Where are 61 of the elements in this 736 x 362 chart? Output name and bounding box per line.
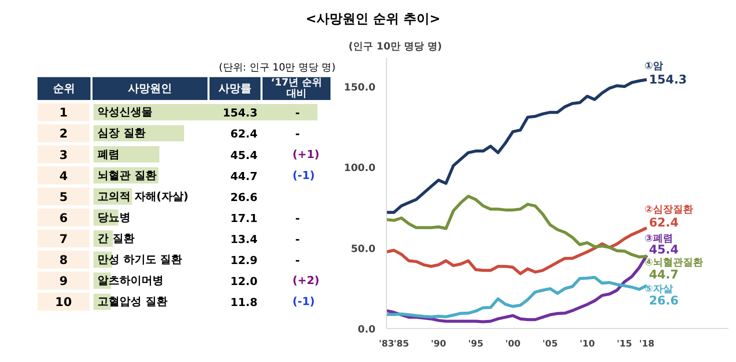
- text: 10: [55, 295, 72, 310]
- data-label: 44.7: [230, 170, 258, 183]
- text: 사망원인: [128, 82, 172, 96]
- x-tick-label: '85: [394, 340, 410, 350]
- y-tick-label: 50.0: [350, 244, 376, 255]
- series-label: ④뇌혈관질환: [644, 257, 703, 268]
- y-tick-label: 만성 하기도 질환: [98, 253, 182, 266]
- y-tick-label: 당뇨병: [98, 210, 130, 224]
- text: 4: [59, 168, 68, 183]
- data-label: 12.0: [230, 275, 258, 288]
- text: - - (+1) (-1) - - - (+2) (-1): [292, 106, 320, 308]
- text: <사망원인 순위 추이>: [306, 11, 440, 29]
- x-tick-label: '18: [639, 340, 654, 350]
- data-label: 12.9: [230, 254, 258, 268]
- data-label: 154.3: [648, 72, 687, 86]
- x-tick-label: '90: [430, 340, 446, 350]
- x-tick-label: '05: [542, 340, 558, 350]
- text: (단위: 인구 10만 명당 명): [218, 62, 336, 74]
- series-label: ⑤자살: [644, 284, 673, 296]
- text: 순위: [53, 82, 75, 96]
- series-label: ③폐렴: [644, 234, 673, 245]
- data-label: 62.4: [230, 128, 258, 141]
- y-tick-label: 뇌혈관 질환: [98, 168, 156, 182]
- text: 7: [59, 232, 68, 246]
- data-label: 62.4: [648, 216, 679, 230]
- data-label: 11.8: [230, 296, 258, 310]
- series-label: ②심장질환: [644, 204, 693, 216]
- text: 5: [59, 190, 68, 204]
- y-tick-label: 악성신생물: [98, 106, 152, 119]
- x-tick-label: '15: [616, 340, 632, 350]
- x-tick-label: '83: [378, 340, 394, 350]
- y-tick-label: 0.0: [358, 324, 376, 336]
- y-tick-label: 100.0: [344, 163, 376, 174]
- data-label: 17.1: [230, 212, 258, 225]
- y-tick-label: 심장 질환: [98, 126, 146, 140]
- text: ‘17년 순위 대비: [270, 78, 322, 100]
- y-tick-label: 알츠하이머병: [98, 274, 164, 288]
- text: 2: [59, 126, 68, 141]
- y-axis-title: (인구 10만 명당 명): [348, 42, 442, 52]
- text: 사망률: [218, 82, 252, 96]
- y-tick-label: 고혈압성 질환: [98, 295, 168, 308]
- text: 8: [59, 253, 68, 268]
- data-label: 44.7: [648, 268, 679, 282]
- y-tick-label: 간 질환: [98, 232, 134, 246]
- x-tick-label: '00: [505, 340, 521, 350]
- data-label: 45.4: [230, 148, 258, 162]
- y-tick-label: 고의적 자해(자살): [98, 190, 188, 203]
- data-label: 45.4: [648, 242, 679, 256]
- x-tick-label: '10: [580, 340, 595, 350]
- text: 1: [59, 106, 68, 120]
- text: 9: [59, 274, 68, 288]
- series-label: ①암: [644, 61, 663, 72]
- data-label: 154.3: [222, 106, 258, 120]
- x-tick-label: '95: [468, 340, 484, 350]
- text: 3: [59, 148, 68, 162]
- y-tick-label: 150.0: [344, 82, 376, 94]
- data-label: 26.6: [648, 294, 679, 308]
- y-tick-label: 폐렴: [98, 148, 120, 161]
- text: 6: [59, 210, 68, 225]
- data-label: 13.4: [230, 233, 258, 246]
- data-label: 26.6: [230, 190, 258, 204]
